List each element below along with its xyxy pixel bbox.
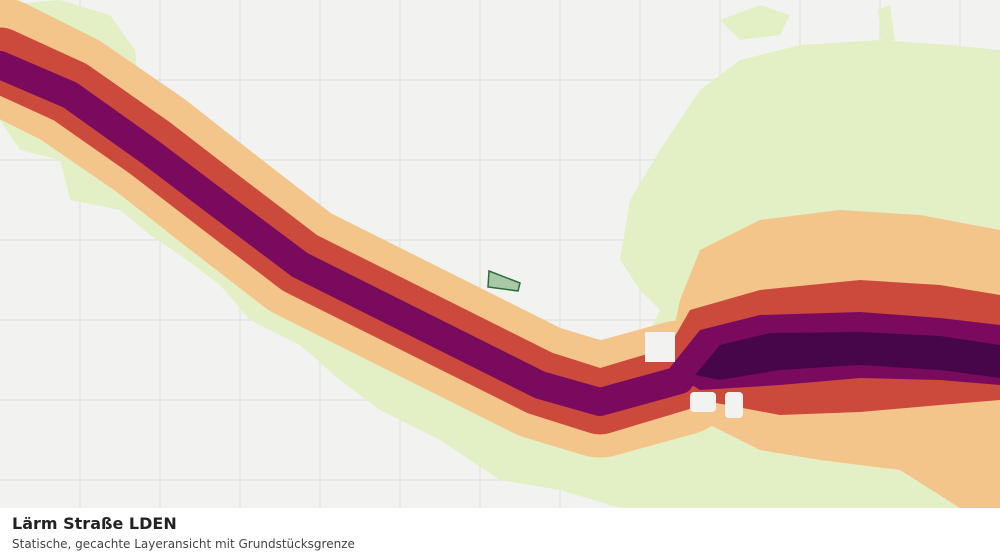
buildings-gap (645, 332, 743, 418)
parcel-boundary[interactable] (487, 269, 521, 292)
noise-zone-very-high (0, 51, 1000, 416)
caption: Lärm Straße LDEN Statische, gecachte Lay… (0, 508, 1000, 560)
caption-subtitle: Statische, gecachte Layeransicht mit Gru… (12, 537, 355, 551)
caption-title: Lärm Straße LDEN (12, 514, 177, 533)
map (0, 0, 1000, 508)
